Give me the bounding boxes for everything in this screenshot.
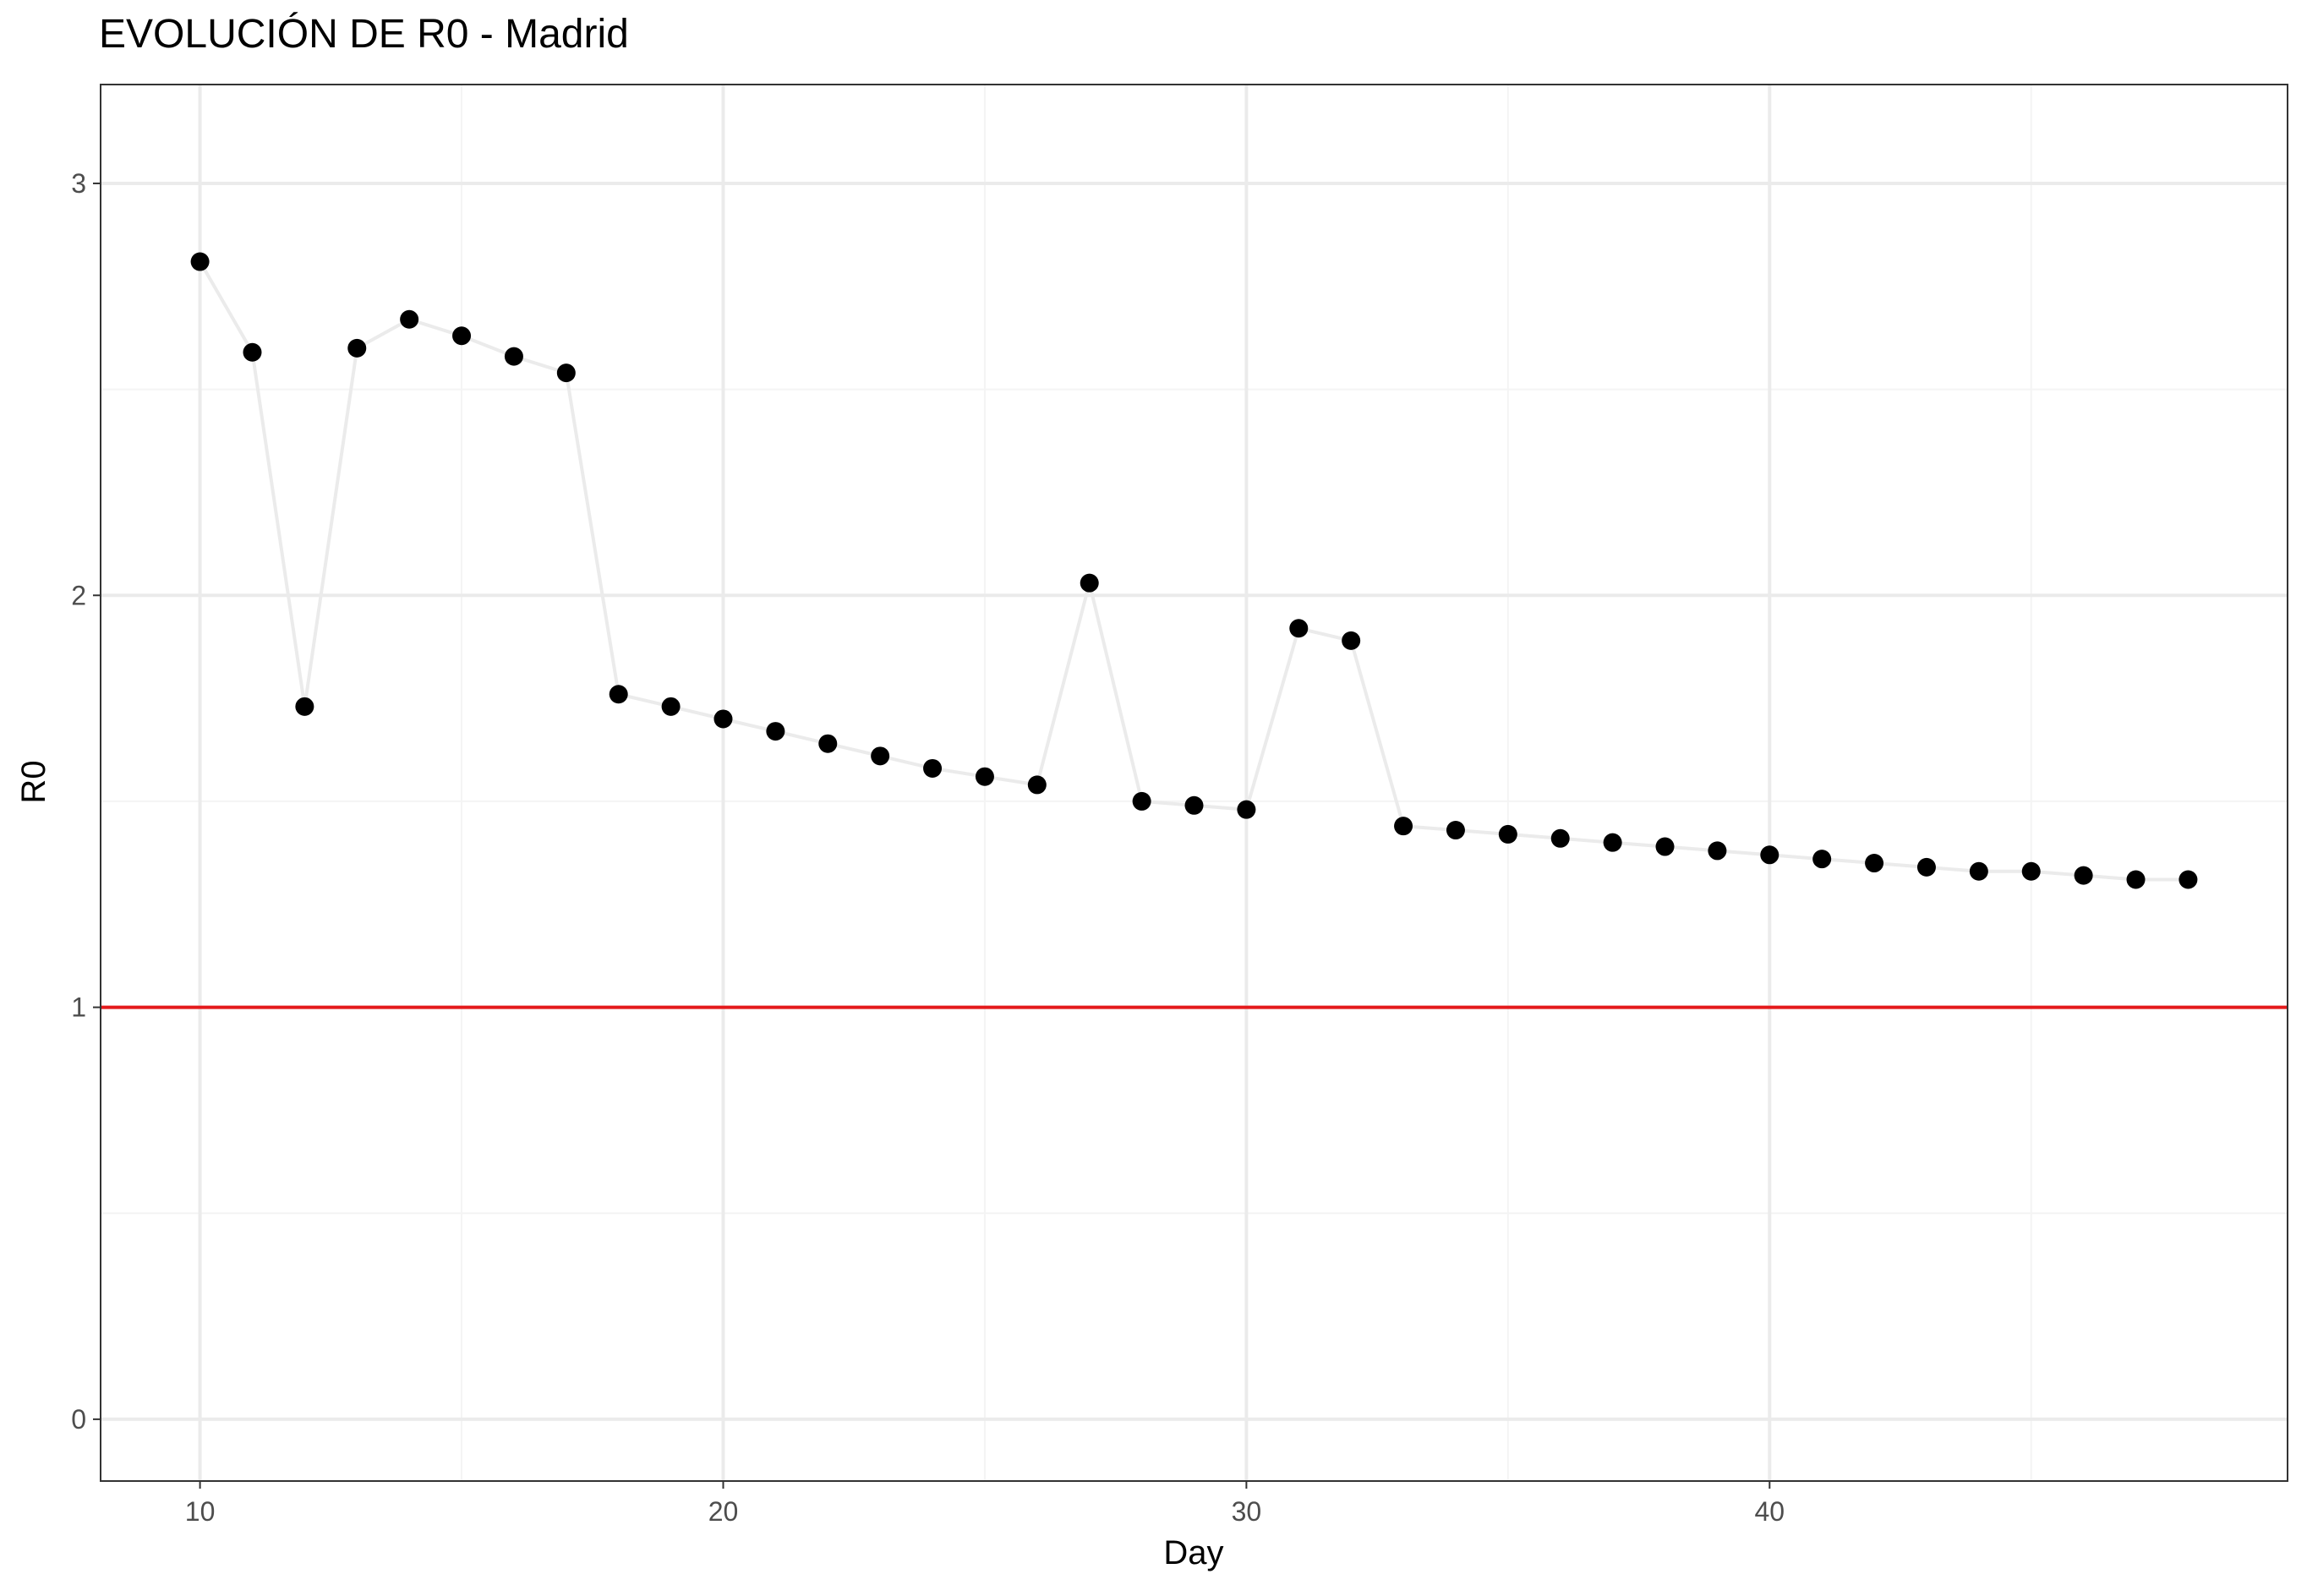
y-tick-label: 2	[71, 580, 86, 610]
data-point	[400, 309, 419, 329]
data-point	[871, 746, 890, 766]
data-point	[1132, 791, 1151, 811]
chart-title: EVOLUCIÓN DE R0 - Madrid	[99, 11, 629, 57]
x-axis-label: Day	[1163, 1534, 1223, 1571]
data-point	[923, 758, 943, 778]
data-point	[1498, 824, 1517, 844]
data-point	[661, 697, 681, 716]
data-point	[347, 338, 367, 358]
data-point	[1027, 775, 1047, 795]
data-point	[190, 252, 210, 271]
data-point	[1603, 833, 1622, 852]
data-point	[1969, 861, 1988, 881]
data-point	[1394, 817, 1413, 836]
x-tick-label: 10	[185, 1496, 216, 1527]
x-axis-ticks: 10 20 30 40	[185, 1481, 1785, 1527]
data-point	[766, 722, 785, 741]
data-point	[243, 342, 262, 362]
data-point	[1812, 850, 1832, 869]
data-point	[2126, 870, 2146, 889]
data-point	[713, 709, 733, 729]
data-point	[1446, 821, 1465, 840]
data-point	[1184, 795, 1204, 815]
x-tick-label: 20	[708, 1496, 739, 1527]
y-axis-label: R0	[15, 760, 52, 803]
data-point	[975, 767, 994, 786]
data-point	[2021, 861, 2041, 881]
x-tick-label: 40	[1754, 1496, 1785, 1527]
data-point	[504, 347, 523, 366]
y-axis-ticks: 0 1 2 3	[71, 168, 101, 1435]
data-point	[452, 326, 472, 346]
data-point	[556, 363, 576, 383]
data-point	[1760, 845, 1779, 865]
data-point	[1916, 857, 1936, 877]
data-point	[1237, 800, 1256, 819]
data-point	[295, 697, 314, 716]
data-point	[1655, 837, 1675, 856]
y-tick-label: 1	[71, 992, 86, 1023]
x-tick-label: 30	[1232, 1496, 1262, 1527]
y-tick-label: 3	[71, 168, 86, 199]
data-point	[2179, 870, 2198, 889]
panel-border	[100, 84, 2288, 1482]
y-tick-label: 0	[71, 1404, 86, 1435]
data-point	[1550, 828, 1570, 848]
data-points	[190, 252, 2198, 889]
data-point	[1865, 854, 1884, 873]
data-point	[2074, 866, 2093, 885]
data-point	[1342, 631, 1361, 650]
data-point	[1708, 841, 1727, 861]
data-point	[1080, 573, 1099, 593]
data-point	[609, 685, 628, 704]
data-point	[1289, 619, 1309, 638]
data-point	[818, 734, 838, 753]
